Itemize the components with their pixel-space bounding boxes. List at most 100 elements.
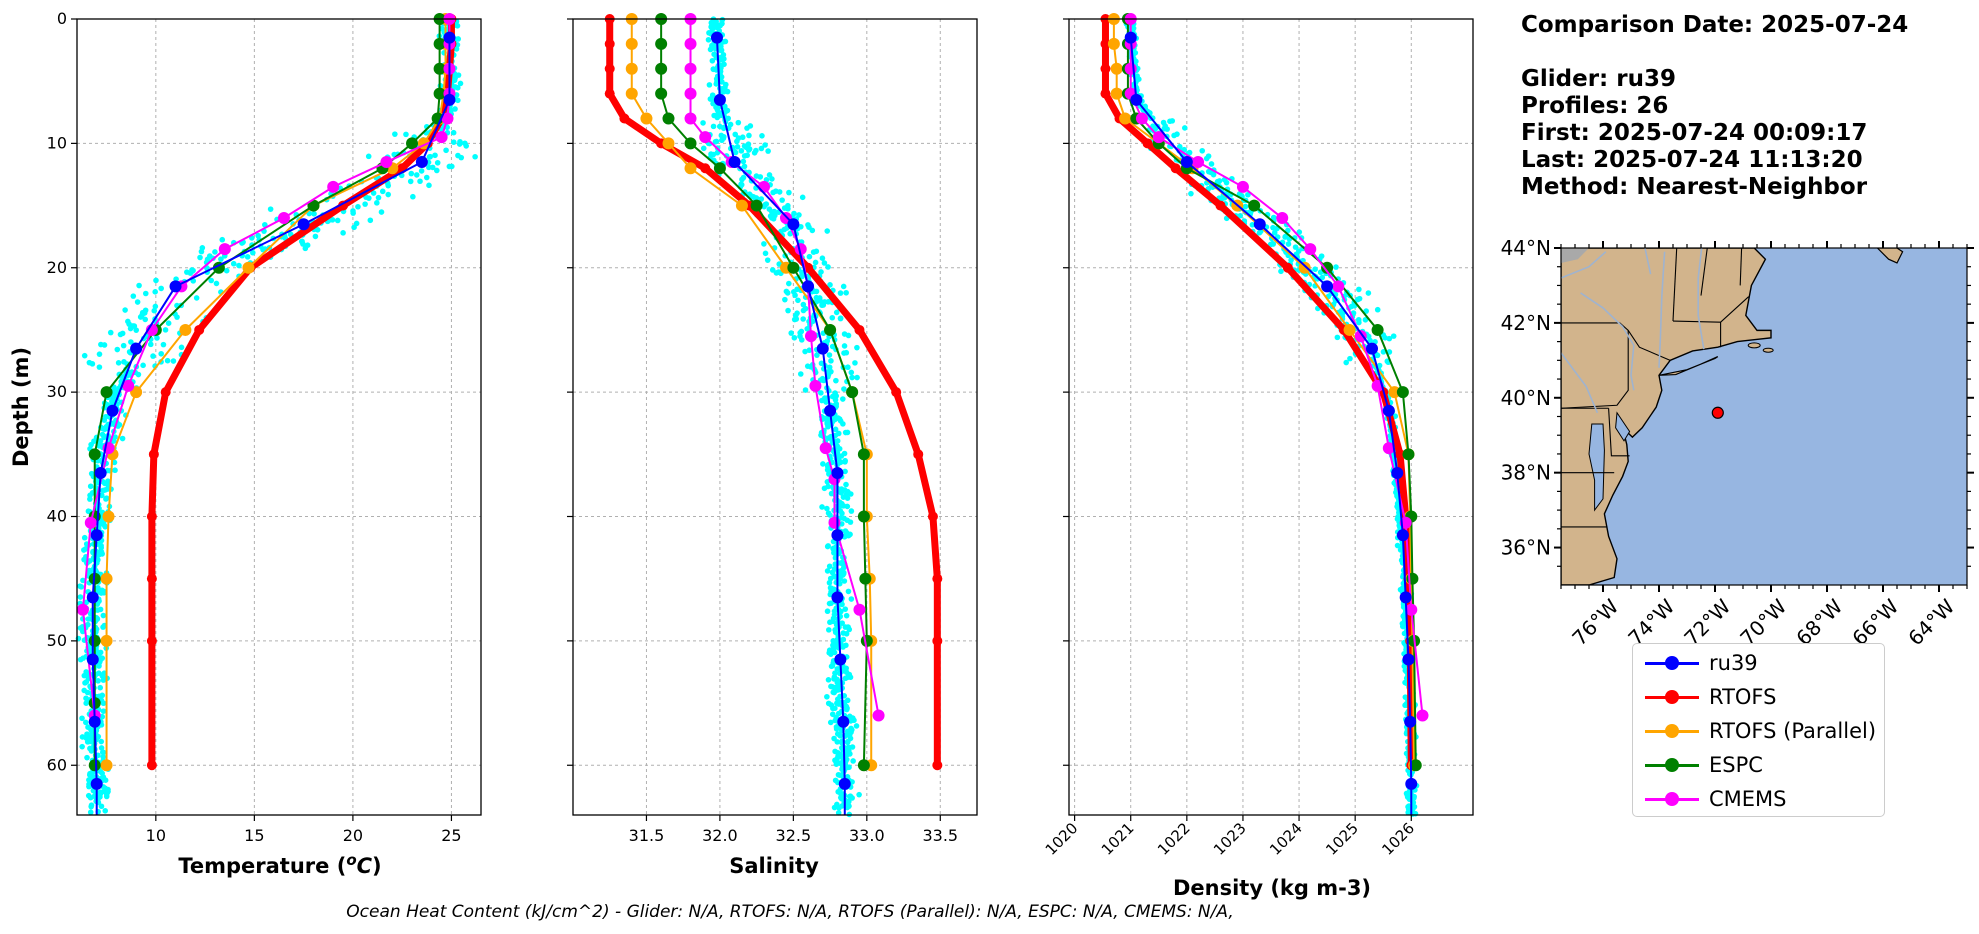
scatter-point: [714, 23, 721, 30]
scatter-point: [1270, 241, 1277, 247]
scatter-point: [1171, 132, 1177, 139]
scatter-point: [304, 242, 311, 248]
legend-swatch: [1643, 789, 1701, 809]
scatter-point: [450, 139, 457, 145]
data-point: [891, 387, 902, 398]
scatter-point: [153, 277, 159, 284]
scatter-point: [101, 342, 108, 348]
scatter-point: [809, 227, 816, 234]
series-line: [606, 19, 941, 766]
scatter-point: [741, 143, 748, 149]
data-point: [86, 653, 99, 666]
scatter-point: [170, 358, 177, 364]
data-point: [1405, 603, 1418, 616]
scatter-point: [379, 188, 386, 195]
scatter-point: [812, 259, 819, 266]
scatter-point: [856, 791, 862, 798]
river: [1697, 248, 1705, 350]
data-point: [90, 777, 103, 790]
data-point: [146, 760, 157, 771]
scatter-point: [223, 267, 230, 274]
data-point: [859, 572, 872, 585]
scatter-point: [403, 131, 409, 138]
scatter-point: [408, 170, 415, 177]
scatter-point: [806, 253, 813, 260]
scatter-point: [836, 699, 843, 706]
scatter-point: [407, 178, 414, 185]
legend-item-espc: ESPC: [1643, 748, 1763, 782]
scatter-point: [785, 202, 791, 209]
scatter-point: [840, 283, 847, 290]
scatter-point: [762, 250, 769, 257]
data-point: [713, 162, 726, 175]
scatter-point: [843, 665, 849, 672]
scatter-point: [1136, 76, 1142, 82]
data-point: [1391, 466, 1404, 479]
scatter-point: [99, 431, 106, 438]
scatter-point: [112, 467, 118, 474]
scatter-point: [853, 723, 860, 729]
data-point: [1321, 280, 1334, 293]
data-point: [1248, 199, 1261, 212]
legend-label: CMEMS: [1709, 787, 1787, 811]
scatter-point: [81, 687, 88, 694]
scatter-point: [454, 84, 461, 91]
scatter-point: [126, 321, 132, 327]
scatter-point: [152, 289, 158, 295]
legend-item-ru39: ru39: [1643, 646, 1758, 680]
scatter-point: [79, 743, 85, 750]
lon-tick-label: 72°W: [1679, 594, 1735, 650]
data-point: [857, 448, 870, 461]
y-tick-label: 20: [47, 258, 67, 277]
data-point: [194, 324, 205, 335]
scatter-point: [744, 125, 750, 131]
scatter-point: [197, 254, 203, 261]
scatter-point: [786, 189, 792, 196]
scatter-point: [100, 754, 106, 760]
data-point: [433, 87, 446, 100]
x-tick-label: 32.0: [702, 826, 738, 845]
data-point: [90, 529, 103, 542]
scatter-point: [97, 791, 103, 797]
scatter-point: [1278, 268, 1284, 275]
scatter-point: [1205, 153, 1212, 159]
data-point: [1100, 88, 1111, 99]
scatter-point: [753, 173, 760, 179]
scatter-point: [835, 678, 842, 685]
scatter-point: [81, 547, 87, 553]
density-plot: 1020 1021 1022 1023 1024 1025 1026: [1042, 13, 1474, 859]
scatter-point: [423, 174, 430, 181]
data-point: [831, 466, 844, 479]
scatter-point: [841, 578, 848, 584]
scatter-point: [841, 450, 848, 457]
data-point: [179, 323, 192, 336]
scatter-point: [741, 163, 748, 170]
plot-frame: [572, 18, 978, 816]
scatter-point: [751, 150, 758, 156]
scatter-point: [164, 357, 171, 364]
scatter-point: [158, 285, 164, 292]
scatter-point: [80, 655, 86, 661]
scatter-point: [298, 238, 305, 245]
scatter-point: [833, 309, 840, 316]
scatter-point: [770, 189, 776, 196]
data-point: [640, 112, 653, 125]
data-point: [415, 156, 428, 169]
scatter-point: [88, 748, 95, 754]
data-point: [106, 404, 119, 417]
y-tick-label: 30: [47, 382, 67, 401]
scatter-point: [96, 364, 103, 370]
data-point: [1382, 442, 1395, 455]
scatter-point: [122, 307, 128, 313]
series-line: [715, 37, 846, 815]
scatter-point: [162, 327, 169, 333]
data-point: [1405, 777, 1418, 790]
scatter-point: [734, 144, 741, 150]
legend-item-rtofs: RTOFS: [1643, 680, 1776, 714]
scatter-point: [806, 347, 813, 354]
data-point: [837, 715, 850, 728]
data-point: [710, 31, 723, 44]
scatter-point: [432, 152, 438, 159]
data-point: [76, 603, 89, 616]
lake: [1561, 248, 1589, 263]
